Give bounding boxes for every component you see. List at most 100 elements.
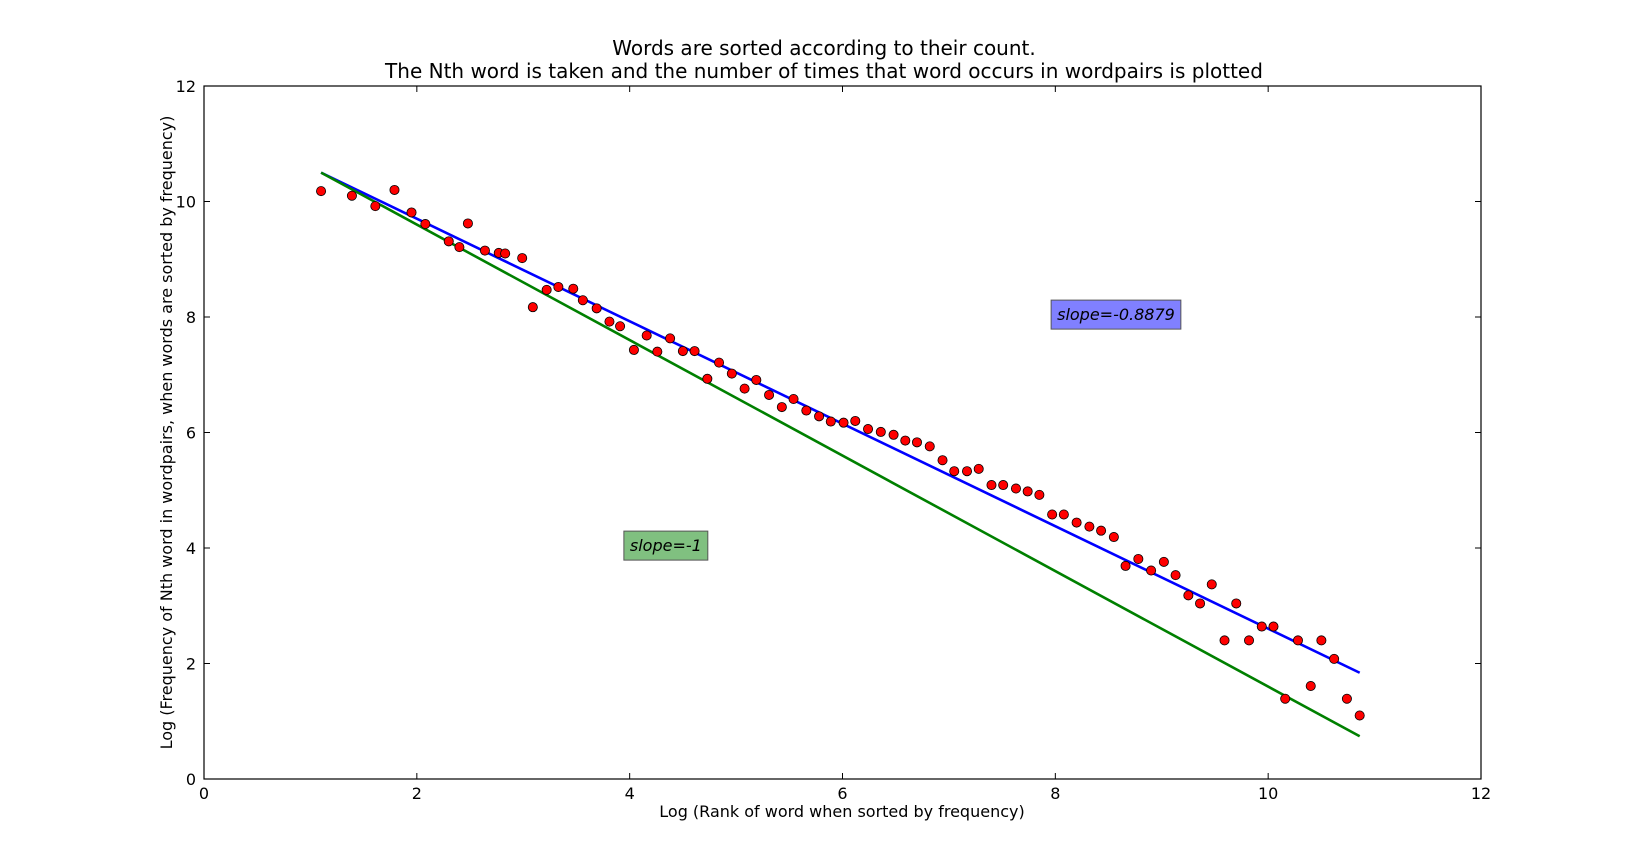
- fit-lines: [320, 171, 1361, 738]
- slope-annotation: slope=-0.8879: [1050, 299, 1182, 330]
- data-point: [1341, 693, 1352, 704]
- data-point: [1280, 693, 1291, 704]
- data-point: [1292, 635, 1303, 646]
- data-point: [1231, 598, 1242, 609]
- data-point: [1316, 635, 1327, 646]
- x-tick-label: 12: [1471, 784, 1491, 803]
- data-point: [900, 435, 911, 446]
- data-point: [726, 368, 737, 379]
- x-tick-label: 4: [625, 784, 635, 803]
- data-point: [1108, 532, 1119, 543]
- y-tick-label: 0: [186, 770, 196, 789]
- data-point: [1268, 621, 1279, 632]
- data-point: [1084, 521, 1095, 532]
- data-point: [1256, 621, 1267, 632]
- x-tick-label: 10: [1258, 784, 1278, 803]
- data-point: [776, 402, 787, 413]
- data-point: [553, 281, 564, 292]
- data-point: [370, 201, 381, 212]
- data-point: [604, 316, 615, 327]
- x-tick-label: 8: [1050, 784, 1060, 803]
- data-point: [1022, 486, 1033, 497]
- data-point: [788, 394, 799, 405]
- annotation-box: [1050, 299, 1182, 330]
- data-point: [406, 207, 417, 218]
- data-point: [1096, 525, 1107, 536]
- chart-title-line-2: The Nth word is taken and the number of …: [384, 59, 1263, 83]
- data-point: [1133, 553, 1144, 564]
- data-point: [689, 346, 700, 357]
- data-point: [875, 426, 886, 437]
- data-point: [1206, 579, 1217, 590]
- data-point: [1354, 710, 1365, 721]
- data-point: [998, 480, 1009, 491]
- data-point: [1047, 509, 1058, 520]
- data-point: [443, 236, 454, 247]
- data-point: [924, 441, 935, 452]
- data-point: [1305, 681, 1316, 692]
- data-point: [1010, 483, 1021, 494]
- data-point: [541, 284, 552, 295]
- data-point: [814, 411, 825, 422]
- data-point: [1329, 653, 1340, 664]
- data-point: [1120, 560, 1131, 571]
- y-tick-label: 2: [186, 655, 196, 674]
- data-point: [863, 424, 874, 435]
- slope-annotation: slope=-1: [623, 530, 709, 561]
- data-point: [1158, 556, 1169, 567]
- data-point: [739, 383, 750, 394]
- data-point: [838, 417, 849, 428]
- data-point: [577, 295, 588, 306]
- data-point: [962, 466, 973, 477]
- data-point: [1146, 565, 1157, 576]
- data-point: [677, 346, 688, 357]
- plot-frame: [203, 85, 1482, 780]
- data-point: [949, 466, 960, 477]
- y-axis-label: Log (Frequency of Nth word in wordpairs,…: [157, 116, 176, 750]
- data-point: [702, 373, 713, 384]
- data-point: [1183, 590, 1194, 601]
- y-tick-label: 10: [176, 193, 196, 212]
- data-point: [665, 333, 676, 344]
- data-point: [628, 344, 639, 355]
- annotation-text: slope=-1: [630, 536, 702, 555]
- y-tick-label: 6: [186, 424, 196, 443]
- data-point: [641, 330, 652, 341]
- data-point: [346, 190, 357, 201]
- axis-ticks: 0 2 4 6 8 10 12 0 2 4 6 8 10 12: [176, 77, 1492, 803]
- data-point: [1195, 598, 1206, 609]
- data-point: [454, 242, 465, 253]
- data-point: [825, 416, 836, 427]
- data-point: [500, 248, 511, 259]
- data-point: [850, 415, 861, 426]
- data-point: [801, 405, 812, 416]
- data-point: [1219, 635, 1230, 646]
- data-point: [462, 218, 473, 229]
- annotation-text: slope=-0.8879: [1057, 305, 1175, 324]
- data-point: [1170, 570, 1181, 581]
- data-point: [527, 302, 538, 313]
- data-points: [316, 184, 1365, 721]
- data-point: [714, 357, 725, 368]
- annotation-box: [623, 530, 709, 561]
- data-point: [1244, 635, 1255, 646]
- chart-title-line-1: Words are sorted according to their coun…: [612, 36, 1035, 60]
- data-point: [479, 245, 490, 256]
- x-tick-label: 0: [199, 784, 209, 803]
- data-point: [316, 186, 327, 197]
- annotations: slope=-0.8879 slope=-1: [623, 299, 1182, 561]
- fit-line: [320, 171, 1361, 738]
- data-point: [389, 184, 400, 195]
- data-point: [1058, 509, 1069, 520]
- data-point: [615, 321, 626, 332]
- x-tick-label: 2: [412, 784, 422, 803]
- data-point: [652, 346, 663, 357]
- data-point: [911, 437, 922, 448]
- x-axis-label: Log (Rank of word when sorted by frequen…: [659, 802, 1024, 821]
- data-point: [986, 480, 997, 491]
- data-point: [937, 455, 948, 466]
- y-tick-label: 4: [186, 539, 196, 558]
- data-point: [888, 429, 899, 440]
- data-point: [420, 219, 431, 230]
- x-tick-label: 6: [837, 784, 847, 803]
